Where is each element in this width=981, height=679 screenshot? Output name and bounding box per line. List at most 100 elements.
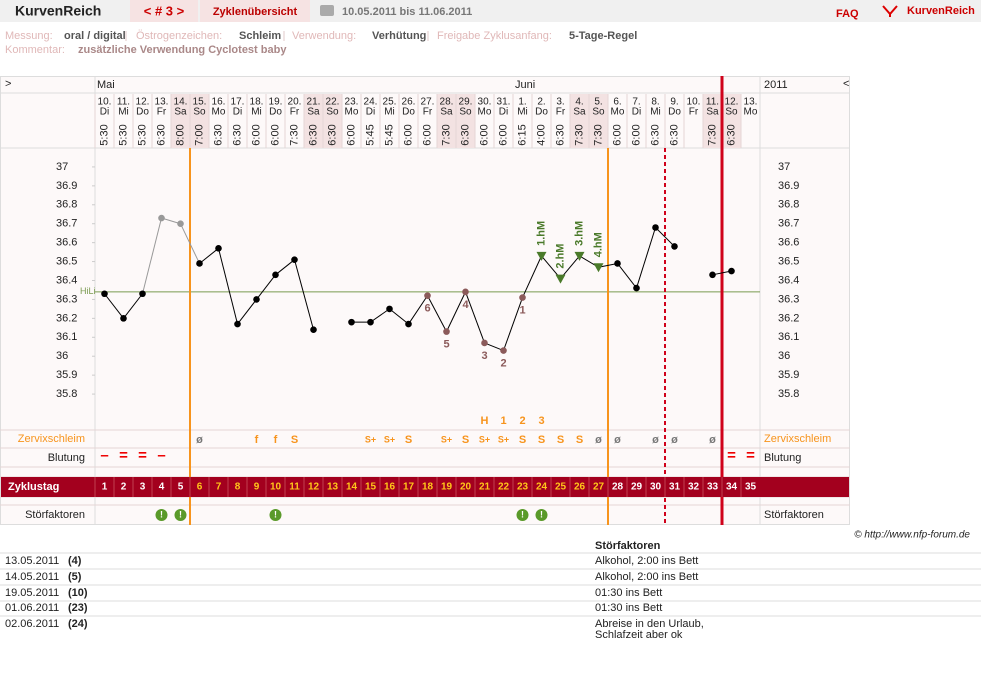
print-icon[interactable] xyxy=(320,5,334,16)
cycle-nav[interactable]: < # 3 > xyxy=(144,3,185,18)
weekday: So xyxy=(326,107,339,118)
y-tick-label: 37 xyxy=(56,161,68,173)
nav-box[interactable] xyxy=(130,0,198,22)
cycle-day: 13 xyxy=(327,482,339,493)
note-day: (10) xyxy=(68,587,88,599)
day: 26. xyxy=(402,97,416,108)
tab-box[interactable] xyxy=(200,0,310,22)
time: 6:00 xyxy=(269,124,281,145)
time: 6:00 xyxy=(497,124,509,145)
weekday: So xyxy=(193,107,206,118)
day: 19. xyxy=(269,97,283,108)
time: 6:30 xyxy=(212,124,224,145)
cycle-day: 28 xyxy=(612,482,624,493)
zervix: ø xyxy=(614,434,621,446)
time: 6:30 xyxy=(459,124,471,145)
day: 13. xyxy=(744,97,758,108)
day: 12. xyxy=(725,97,739,108)
y-tick-label-right: 36.1 xyxy=(778,331,799,343)
weekday: So xyxy=(592,107,605,118)
note-date: 14.05.2011 xyxy=(5,571,59,583)
zervix: S xyxy=(291,434,298,446)
weekday: Mi xyxy=(118,107,129,118)
zervix: ø xyxy=(595,434,602,446)
temp-segment xyxy=(370,308,390,323)
weekday: Di xyxy=(233,107,242,118)
note-date: 02.06.2011 xyxy=(5,618,59,630)
brand-icon xyxy=(882,5,898,17)
time: 5:30 xyxy=(98,124,110,145)
temp-point xyxy=(405,320,412,328)
day: 14. xyxy=(174,97,188,108)
info-label: Verwendung: xyxy=(292,30,356,42)
temp-point xyxy=(481,339,488,347)
day: 23. xyxy=(345,97,359,108)
y-tick-label: 36.4 xyxy=(56,274,77,286)
time: 7:30 xyxy=(592,124,604,145)
faq[interactable]: FAQ xyxy=(836,8,859,20)
point-label: 5 xyxy=(443,339,449,351)
y-tick-label-right: 36.5 xyxy=(778,255,799,267)
row-label: Blutung xyxy=(764,452,801,464)
zervix-peak: 1 xyxy=(500,415,506,427)
bleeding: = xyxy=(727,447,736,464)
point-label: 2 xyxy=(500,357,506,369)
day: 24. xyxy=(364,97,378,108)
comment-label: Kommentar: xyxy=(5,44,65,56)
temp-point xyxy=(462,288,469,296)
temp-point xyxy=(671,243,678,250)
day: 10. xyxy=(98,97,112,108)
note-day: (5) xyxy=(68,571,82,583)
day: 22. xyxy=(326,97,340,108)
day: 27. xyxy=(421,97,435,108)
day: 30. xyxy=(478,97,492,108)
bleeding: – xyxy=(100,447,108,464)
cycle-day: 22 xyxy=(498,482,510,493)
brand: KurvenReich xyxy=(907,5,975,17)
temp-point xyxy=(196,260,203,267)
day: 3. xyxy=(556,97,564,108)
temp-segment xyxy=(104,293,124,319)
cycle-day: 11 xyxy=(289,482,300,493)
zervix: S xyxy=(557,434,564,446)
tab[interactable]: Zyklenübersicht xyxy=(213,6,298,18)
day: 13. xyxy=(155,97,169,108)
note-text: 01:30 ins Bett xyxy=(595,602,662,614)
stoer-mark: ! xyxy=(179,509,182,519)
weekday: Mo xyxy=(611,107,625,118)
cycle-day: 8 xyxy=(235,482,241,493)
weekend-cell xyxy=(722,94,741,148)
note-text: Alkohol, 2:00 ins Bett xyxy=(595,555,698,567)
row-label: Zervixschleim xyxy=(18,433,85,445)
temp-segment xyxy=(294,259,314,330)
weekday: Mo xyxy=(212,107,226,118)
temp-point xyxy=(291,256,298,263)
info-value: oral / digital xyxy=(64,30,126,42)
y-tick-label: 36.8 xyxy=(56,199,77,211)
weekday: Do xyxy=(402,107,415,118)
weekday: Fr xyxy=(556,107,566,118)
weekend-cell xyxy=(323,94,342,148)
logo: KurvenReich xyxy=(15,3,101,19)
temp-point xyxy=(633,284,640,292)
temp-point xyxy=(215,245,222,252)
cycle-day: 9 xyxy=(254,482,260,493)
temp-point xyxy=(652,224,659,231)
weekday: Sa xyxy=(573,107,586,118)
day: 18. xyxy=(250,97,264,108)
cycle-day: 23 xyxy=(517,482,529,493)
weekday: Mo xyxy=(478,107,492,118)
weekday: Sa xyxy=(307,107,320,118)
note-date: 19.05.2011 xyxy=(5,587,59,599)
time: 6:00 xyxy=(250,124,262,145)
cycle-day: 31 xyxy=(669,482,681,493)
cycle-day: 30 xyxy=(650,482,662,493)
stoer-icon xyxy=(535,509,548,521)
temp-point xyxy=(536,251,547,261)
zervix: S xyxy=(462,434,469,446)
temp-point xyxy=(177,220,184,228)
zervix: ø xyxy=(652,434,659,446)
hili-label: HiLi xyxy=(80,286,96,296)
time: 6:00 xyxy=(478,124,490,145)
